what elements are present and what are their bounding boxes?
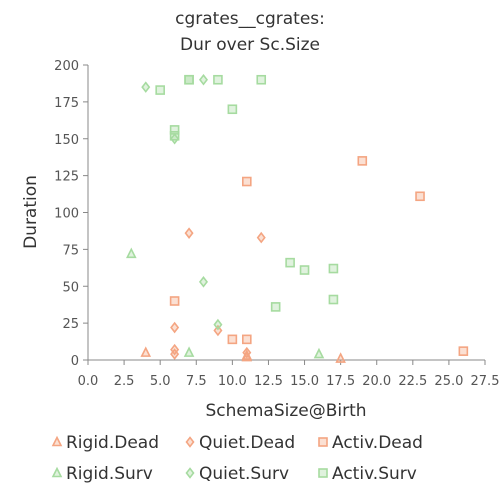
legend-marker (51, 466, 63, 478)
data-point (141, 81, 151, 93)
legend-item: Quiet.Surv (185, 464, 289, 484)
x-tick-label: 5.0 (150, 374, 171, 389)
y-tick-label: 175 (54, 96, 79, 111)
data-point (198, 73, 209, 86)
data-point (169, 296, 180, 306)
y-tick-label: 125 (54, 170, 79, 185)
legend-label: Activ.Surv (332, 464, 417, 484)
data-point (256, 74, 267, 85)
data-point (213, 74, 223, 85)
x-tick-label: 27.5 (471, 374, 500, 389)
data-point (155, 85, 165, 95)
data-point (335, 352, 346, 363)
x-tick-label: 20.0 (362, 374, 391, 389)
data-point (140, 346, 152, 357)
x-tick-label: 7.5 (186, 374, 207, 389)
y-axis-label: Duration (21, 175, 41, 249)
chart-title-line-1: cgrates__cgrates: (175, 9, 325, 29)
legend-label: Quiet.Dead (199, 433, 295, 453)
data-point (170, 132, 180, 145)
legend: Rigid.Dead Quiet.Dead Activ.Dead Rigid.Surv… (51, 433, 423, 484)
data-point (313, 347, 325, 359)
legend-label: Quiet.Surv (199, 464, 289, 484)
y-tick-label: 25 (62, 317, 79, 332)
data-point (198, 276, 209, 288)
legend-item: Quiet.Dead (185, 433, 295, 453)
data-point (458, 346, 469, 356)
legend-label: Rigid.Dead (66, 433, 159, 453)
chart-title-line-2: Dur over Sc.Size (180, 35, 320, 55)
data-point (184, 227, 194, 239)
series-activ-surv (155, 74, 339, 312)
legend-marker (318, 468, 328, 478)
x-tick-label: 2.5 (114, 374, 135, 389)
x-tick-label: 25.0 (434, 374, 463, 389)
legend-item: Activ.Dead (318, 433, 423, 453)
data-point (169, 125, 180, 135)
y-tick-label: 75 (62, 243, 79, 258)
x-tick-label: 12.5 (254, 374, 283, 389)
data-point (183, 346, 195, 357)
data-point (299, 265, 310, 275)
data-point (126, 247, 137, 259)
data-point (285, 257, 295, 268)
legend-item: Rigid.Surv (51, 464, 153, 484)
x-tick-label: 15.0 (290, 374, 319, 389)
data-point (328, 263, 339, 274)
legend-item: Rigid.Dead (51, 433, 159, 453)
series-activ-dead (169, 156, 469, 356)
data-point (213, 318, 223, 331)
x-tick-label: 0.0 (78, 374, 99, 389)
legend-marker (51, 435, 63, 447)
data-point (328, 294, 339, 305)
legend-label: Activ.Dead (332, 433, 423, 453)
data-point (415, 191, 425, 202)
series-rigid-surv (126, 247, 325, 359)
data-point (170, 321, 180, 334)
series-quiet-dead (170, 227, 266, 360)
data-point (242, 176, 252, 187)
data-point (169, 131, 180, 141)
data-point (242, 334, 252, 345)
axes (87, 65, 485, 361)
legend-item: Activ.Surv (318, 464, 417, 484)
y-tick-label: 50 (62, 280, 79, 295)
y-tick-label: 150 (54, 133, 79, 148)
legend-marker (185, 467, 195, 479)
y-tick-label: 0 (71, 354, 79, 369)
data-point (213, 324, 223, 337)
y-tick-label: 100 (54, 207, 79, 222)
x-tick-labels: 0.0 2.5 5.0 7.5 10.0 12.5 15.0 17.5 20.0 22.5 25.0… (78, 360, 500, 389)
y-tick-label: 200 (54, 59, 79, 74)
legend-marker (318, 437, 328, 447)
data-point (357, 156, 368, 166)
data-point (270, 302, 281, 312)
x-axis-label: SchemaSize@Birth (205, 401, 366, 421)
legend-label: Rigid.Surv (66, 464, 153, 484)
data-points (126, 73, 469, 363)
y-tick-labels: 0 25 50 75 100 125 150 175 200 (54, 59, 88, 369)
series-quiet-surv (141, 73, 223, 331)
data-point (170, 343, 180, 356)
x-tick-label: 17.5 (326, 374, 355, 389)
data-point (256, 231, 266, 244)
legend-marker (185, 436, 195, 448)
data-point (184, 74, 194, 85)
data-point (242, 346, 252, 359)
x-tick-label: 10.0 (218, 374, 247, 389)
data-point (227, 104, 238, 115)
data-point (227, 334, 238, 345)
x-tick-label: 22.5 (398, 374, 427, 389)
